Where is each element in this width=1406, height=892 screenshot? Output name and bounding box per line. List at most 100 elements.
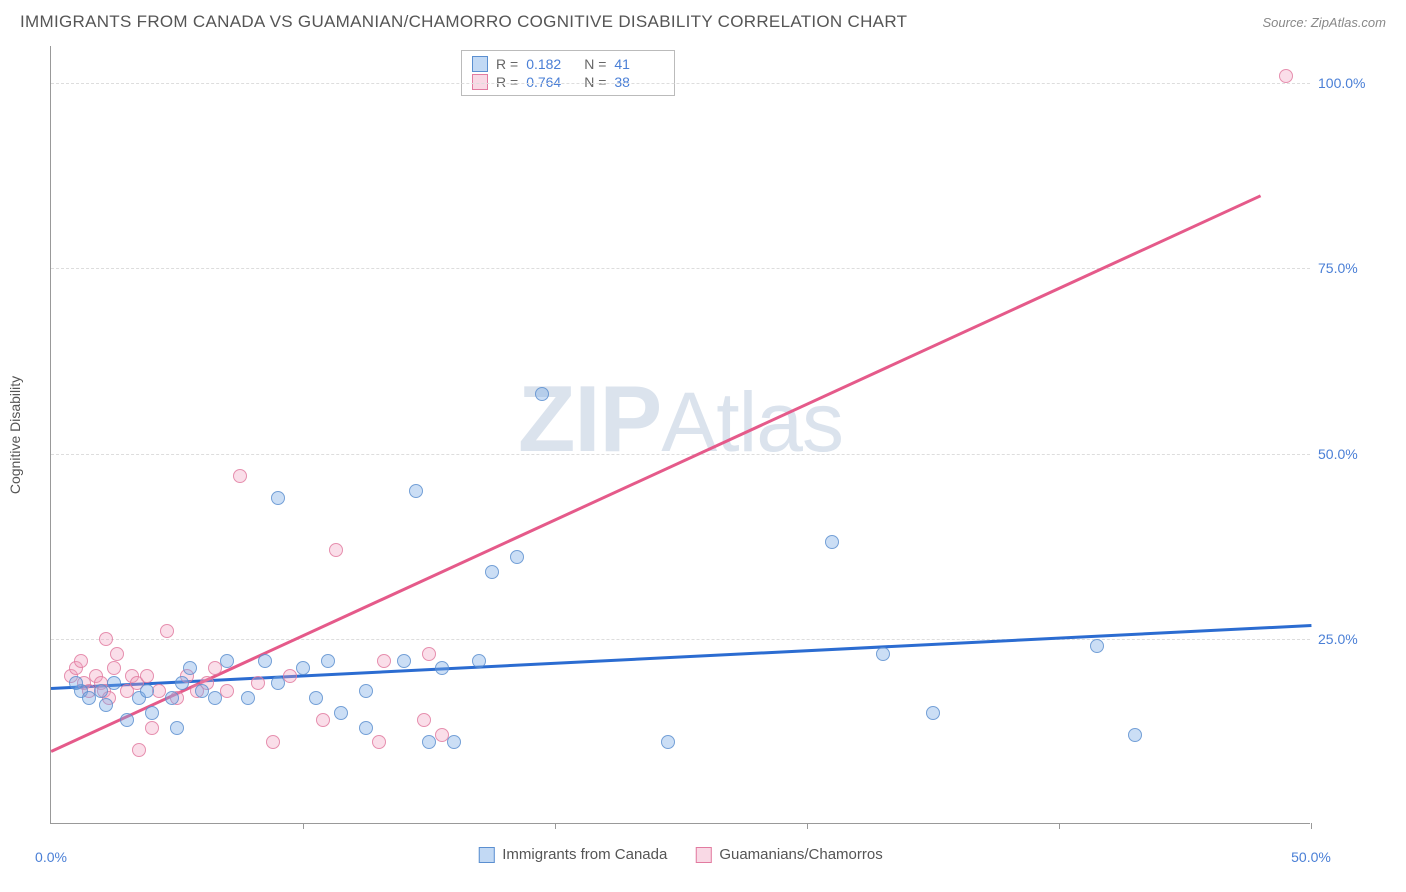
gridline-horizontal — [51, 454, 1310, 455]
legend-swatch-blue — [478, 847, 494, 863]
legend-item-pink: Guamanians/Chamorros — [695, 846, 882, 863]
data-point-pink — [417, 713, 431, 727]
data-point-pink — [74, 654, 88, 668]
y-tick-label: 25.0% — [1318, 631, 1378, 647]
data-point-blue — [1090, 639, 1104, 653]
data-point-blue — [170, 721, 184, 735]
trendline-blue — [51, 624, 1311, 689]
r-value: 0.764 — [526, 74, 576, 90]
data-point-blue — [435, 661, 449, 675]
source-attribution: Source: ZipAtlas.com — [1262, 15, 1386, 30]
chart-title: IMMIGRANTS FROM CANADA VS GUAMANIAN/CHAM… — [20, 12, 907, 32]
x-tick — [555, 823, 556, 829]
n-value: 38 — [614, 74, 664, 90]
data-point-pink — [107, 661, 121, 675]
data-point-blue — [165, 691, 179, 705]
data-point-pink — [208, 661, 222, 675]
data-point-pink — [132, 743, 146, 757]
legend-label-pink: Guamanians/Chamorros — [719, 846, 882, 863]
data-point-blue — [334, 706, 348, 720]
data-point-blue — [309, 691, 323, 705]
data-point-blue — [241, 691, 255, 705]
x-tick — [807, 823, 808, 829]
data-point-blue — [535, 387, 549, 401]
n-value: 41 — [614, 56, 664, 72]
data-point-blue — [107, 676, 121, 690]
data-point-blue — [271, 491, 285, 505]
data-point-blue — [94, 684, 108, 698]
plot-area: ZIPAtlas Cognitive Disability R =0.182N … — [50, 46, 1310, 824]
data-point-blue — [397, 654, 411, 668]
y-tick-label: 50.0% — [1318, 446, 1378, 462]
data-point-pink — [99, 632, 113, 646]
x-tick-label: 0.0% — [35, 849, 67, 865]
data-point-blue — [271, 676, 285, 690]
data-point-blue — [359, 684, 373, 698]
data-point-pink — [422, 647, 436, 661]
data-point-pink — [316, 713, 330, 727]
data-point-pink — [372, 735, 386, 749]
data-point-blue — [321, 654, 335, 668]
data-point-blue — [876, 647, 890, 661]
data-point-blue — [1128, 728, 1142, 742]
data-point-blue — [99, 698, 113, 712]
x-tick-label: 50.0% — [1291, 849, 1331, 865]
data-point-pink — [160, 624, 174, 638]
data-point-pink — [140, 669, 154, 683]
data-point-blue — [825, 535, 839, 549]
data-point-blue — [258, 654, 272, 668]
data-point-blue — [409, 484, 423, 498]
data-point-blue — [120, 713, 134, 727]
y-tick-label: 75.0% — [1318, 260, 1378, 276]
data-point-blue — [69, 676, 83, 690]
gridline-horizontal — [51, 268, 1310, 269]
x-tick — [1059, 823, 1060, 829]
legend-row: R =0.182N =41 — [472, 55, 664, 73]
data-point-blue — [485, 565, 499, 579]
series-legend: Immigrants from Canada Guamanians/Chamor… — [478, 846, 882, 863]
data-point-pink — [283, 669, 297, 683]
data-point-blue — [145, 706, 159, 720]
data-point-pink — [145, 721, 159, 735]
chart-container: ZIPAtlas Cognitive Disability R =0.182N … — [50, 46, 1386, 866]
data-point-blue — [447, 735, 461, 749]
watermark: ZIPAtlas — [518, 365, 843, 473]
chart-header: IMMIGRANTS FROM CANADA VS GUAMANIAN/CHAM… — [0, 0, 1406, 40]
gridline-horizontal — [51, 639, 1310, 640]
data-point-pink — [329, 543, 343, 557]
data-point-pink — [251, 676, 265, 690]
x-tick — [303, 823, 304, 829]
data-point-blue — [296, 661, 310, 675]
data-point-blue — [359, 721, 373, 735]
data-point-blue — [140, 684, 154, 698]
legend-swatch-pink — [695, 847, 711, 863]
y-axis-title: Cognitive Disability — [7, 375, 23, 493]
data-point-blue — [661, 735, 675, 749]
data-point-pink — [110, 647, 124, 661]
y-tick-label: 100.0% — [1318, 75, 1378, 91]
data-point-blue — [422, 735, 436, 749]
legend-item-blue: Immigrants from Canada — [478, 846, 667, 863]
data-point-blue — [926, 706, 940, 720]
data-point-blue — [472, 654, 486, 668]
data-point-blue — [510, 550, 524, 564]
data-point-pink — [1279, 69, 1293, 83]
data-point-pink — [266, 735, 280, 749]
gridline-horizontal — [51, 83, 1310, 84]
trendline-pink — [50, 194, 1261, 752]
data-point-pink — [377, 654, 391, 668]
data-point-blue — [208, 691, 222, 705]
data-point-pink — [233, 469, 247, 483]
data-point-blue — [183, 661, 197, 675]
data-point-blue — [220, 654, 234, 668]
legend-label-blue: Immigrants from Canada — [502, 846, 667, 863]
legend-swatch — [472, 74, 488, 90]
legend-swatch — [472, 56, 488, 72]
legend-row: R =0.764N =38 — [472, 73, 664, 91]
x-tick — [1311, 823, 1312, 829]
data-point-blue — [82, 691, 96, 705]
correlation-legend: R =0.182N =41R =0.764N =38 — [461, 50, 675, 96]
data-point-pink — [220, 684, 234, 698]
r-value: 0.182 — [526, 56, 576, 72]
data-point-blue — [175, 676, 189, 690]
